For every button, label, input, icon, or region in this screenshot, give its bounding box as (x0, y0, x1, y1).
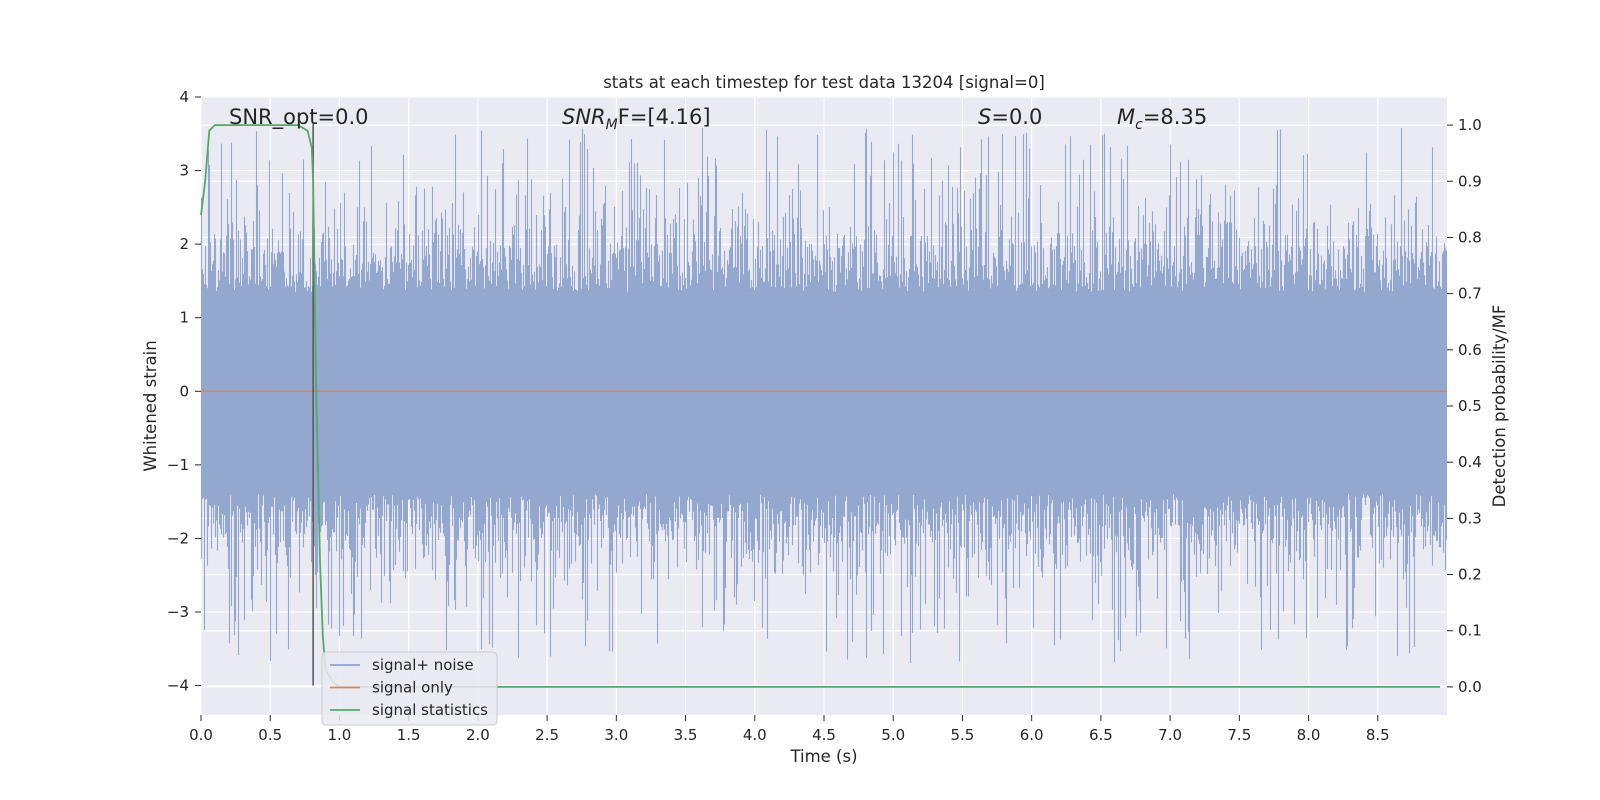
y-axis-label: Whitened strain (141, 340, 160, 471)
x-axis-label: Time (s) (789, 747, 857, 766)
y-right-tick-label: 0.0 (1458, 678, 1482, 696)
x-tick-label: 7.5 (1227, 726, 1251, 744)
annotation-s: S=0.0 (978, 105, 1042, 129)
annotation-mc-sub: c (1135, 117, 1143, 133)
y-right-tick-label: 0.6 (1458, 341, 1482, 359)
x-tick-label: 3.5 (674, 726, 698, 744)
legend-label-signal-only: signal only (372, 679, 453, 697)
noise-trace (200, 127, 1448, 663)
y-right-tick-label: 1.0 (1458, 116, 1482, 134)
annotation-snr-mf: SNRMF=[4.16] (562, 105, 711, 133)
legend-label-signal-statistics: signal statistics (372, 701, 488, 719)
x-tick-label: 1.0 (328, 726, 352, 744)
x-tick-label: 6.0 (1020, 726, 1044, 744)
annotation-mc-rest: =8.35 (1143, 105, 1207, 129)
y-right-tick-label: 0.7 (1458, 285, 1482, 303)
y-axis-label-right: Detection probability/MF (1490, 305, 1509, 508)
y-tick-label: 1 (179, 309, 189, 327)
x-tick-label: 4.5 (812, 726, 836, 744)
annotation-mc: Mc=8.35 (1117, 105, 1207, 133)
y-right-tick-label: 0.5 (1458, 397, 1482, 415)
x-tick-label: 1.5 (397, 726, 421, 744)
signal-statistics-line (200, 124, 1441, 688)
x-tick-label: 4.0 (743, 726, 767, 744)
y-tick-label: −4 (167, 677, 189, 695)
y-tick-label: 2 (179, 235, 189, 253)
annotation-mc-main: M (1117, 105, 1135, 129)
x-tick-label: 6.5 (1089, 726, 1113, 744)
y-tick-label: −1 (167, 456, 189, 474)
tick-labels: 0.0 0.5 1.0 1.5 2.0 2.5 3.0 3.5 4.0 4.5 5.0 5.5 6.0 6… (167, 88, 1482, 744)
x-tick-label: 0.5 (258, 726, 282, 744)
annotation-snr-mf-rest: F=[4.16] (618, 105, 711, 129)
y-right-tick-label: 0.2 (1458, 566, 1482, 584)
y-tick-label: 3 (179, 162, 189, 180)
x-tick-label: 5.0 (881, 726, 905, 744)
x-tick-label: 2.0 (466, 726, 490, 744)
y-right-tick-label: 0.1 (1458, 622, 1482, 640)
x-tick-label: 8.0 (1297, 726, 1321, 744)
x-tick-label: 5.5 (951, 726, 975, 744)
x-tick-label: 7.0 (1158, 726, 1182, 744)
y-tick-label: 0 (179, 382, 189, 400)
y-tick-label: −2 (167, 529, 189, 547)
legend-box (321, 651, 498, 726)
x-tick-label: 0.0 (189, 726, 213, 744)
y-tick-label: 4 (179, 88, 189, 106)
legend-label-signal-plus-noise: signal+ noise (372, 656, 474, 674)
x-tick-label: 3.0 (604, 726, 628, 744)
x-tick-label: 8.5 (1366, 726, 1390, 744)
annotation-s-rest: =0.0 (991, 105, 1042, 129)
series-lines (200, 124, 1447, 688)
x-tick-label: 2.5 (535, 726, 559, 744)
annotation-snr-opt: SNR_opt=0.0 (229, 105, 369, 130)
y-right-tick-label: 0.8 (1458, 228, 1482, 246)
annotation-s-main: S (978, 105, 991, 129)
legend: signal+ noise signal only signal statist… (321, 651, 498, 726)
annotation-snr-mf-sub: M (606, 117, 618, 133)
series-signal-plus-noise (200, 127, 1448, 663)
chart-title: stats at each timestep for test data 132… (603, 73, 1045, 92)
y-right-tick-label: 0.3 (1458, 509, 1482, 527)
y-right-tick-label: 0.4 (1458, 453, 1482, 471)
y-tick-label: −3 (167, 603, 189, 621)
annotation-snr-mf-main: SNR (562, 105, 606, 129)
y-right-tick-label: 0.9 (1458, 172, 1482, 190)
